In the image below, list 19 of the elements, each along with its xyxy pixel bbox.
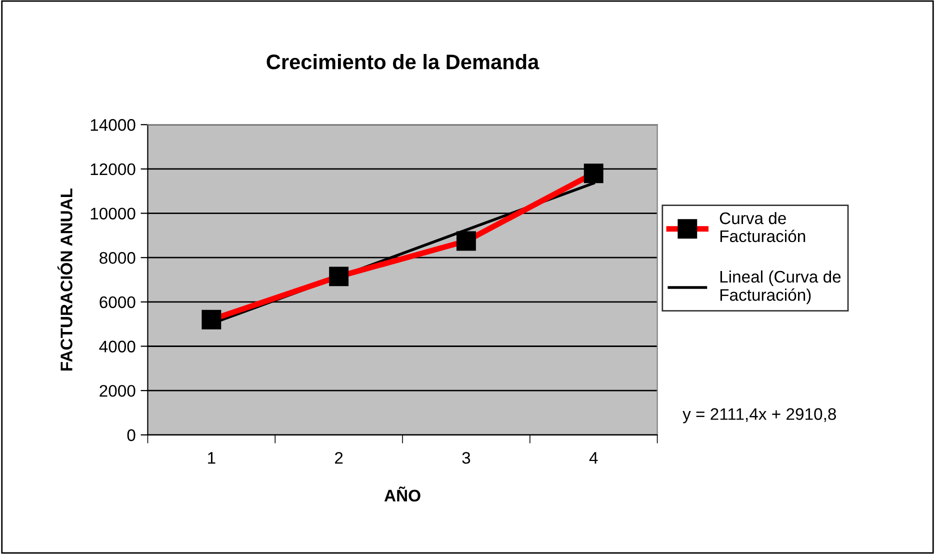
point: [329, 266, 349, 286]
y-tick-label: 12000: [90, 163, 136, 176]
y-tick-label: 2000: [100, 384, 136, 397]
y-tick-label: 4000: [99, 340, 136, 352]
chart-title: Crecimiento de la Demanda: [266, 54, 540, 70]
y-tick-label: 8000: [100, 252, 136, 264]
y-tick-label: 6000: [100, 296, 136, 308]
legend-label: Curva de Facturación: [720, 212, 806, 242]
x-tick-label: 3: [462, 452, 470, 464]
x-tick-label: 2: [335, 452, 343, 464]
legend-label: Lineal (Curva de Facturación): [720, 270, 841, 304]
x-axis-title: AÑO: [384, 486, 420, 502]
y-tick-label: 0: [127, 429, 136, 442]
x-tick-label: 1: [208, 452, 216, 464]
y-axis-title: FACTURACIÓN ANUAL: [57, 188, 72, 370]
text: y = 2111,4x + 2910,8: [682, 408, 836, 424]
x-tick-label: 4: [589, 452, 598, 464]
y-tick-label: 10000: [90, 208, 136, 220]
y-tick-label: 14000: [90, 119, 136, 131]
